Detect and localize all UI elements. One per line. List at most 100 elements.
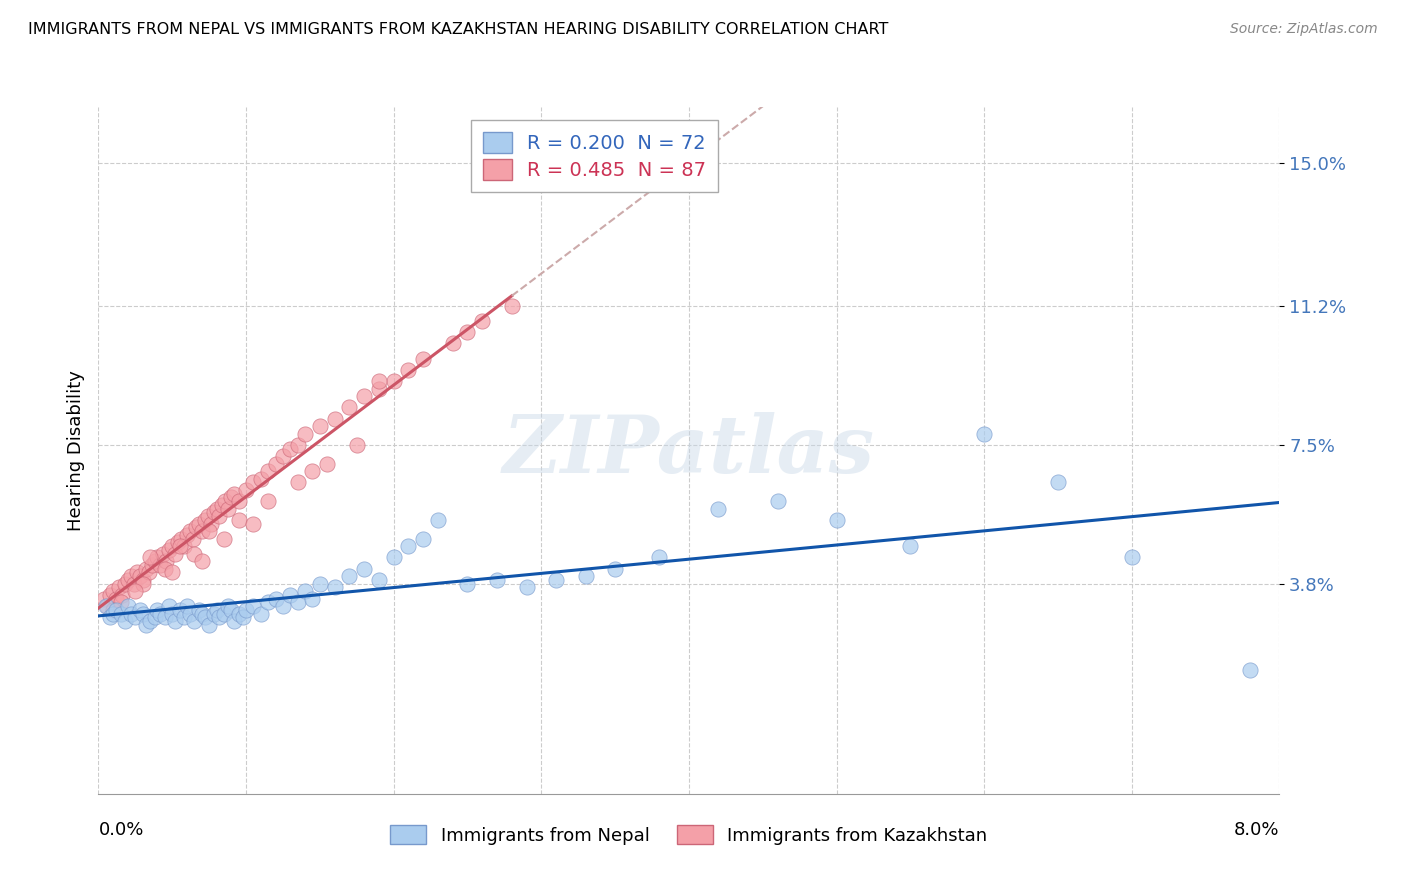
Point — [368, 374, 391, 388]
Point — [301, 591, 323, 606]
Point — [167, 535, 190, 549]
Point — [208, 509, 231, 524]
Point — [120, 569, 142, 583]
Point — [149, 558, 172, 572]
Point — [1121, 550, 1143, 565]
Point — [323, 581, 346, 595]
Point — [271, 599, 294, 614]
Point — [169, 539, 191, 553]
Point — [110, 607, 132, 621]
Point — [353, 389, 375, 403]
Point — [128, 569, 150, 583]
Point — [605, 562, 627, 576]
Point — [122, 576, 145, 591]
Point — [103, 584, 125, 599]
Point — [94, 599, 117, 614]
Point — [165, 547, 187, 561]
Point — [105, 591, 128, 606]
Point — [287, 438, 309, 452]
Point — [202, 607, 225, 621]
Point — [280, 442, 302, 456]
Point — [486, 573, 509, 587]
Point — [173, 610, 195, 624]
Point — [301, 464, 323, 478]
Point — [110, 595, 132, 609]
Point — [368, 382, 391, 396]
Point — [162, 566, 183, 580]
Point — [323, 411, 346, 425]
Point — [138, 566, 160, 580]
Point — [141, 558, 163, 572]
Point — [132, 607, 155, 621]
Point — [516, 581, 538, 595]
Point — [264, 591, 287, 606]
Point — [120, 607, 142, 621]
Point — [135, 562, 157, 576]
Point — [194, 513, 217, 527]
Point — [257, 595, 280, 609]
Point — [900, 539, 922, 553]
Point — [155, 554, 177, 568]
Point — [153, 610, 176, 624]
Point — [183, 614, 205, 628]
Point — [212, 532, 235, 546]
Point — [117, 573, 139, 587]
Point — [264, 457, 287, 471]
Point — [157, 543, 180, 558]
Point — [125, 566, 148, 580]
Point — [232, 610, 254, 624]
Point — [153, 562, 176, 576]
Point — [187, 603, 209, 617]
Point — [191, 524, 214, 538]
Point — [143, 610, 166, 624]
Point — [214, 494, 236, 508]
Point — [309, 419, 332, 434]
Point — [235, 483, 257, 497]
Point — [221, 491, 243, 505]
Point — [457, 576, 479, 591]
Point — [825, 513, 848, 527]
Point — [346, 438, 368, 452]
Point — [93, 591, 115, 606]
Point — [149, 607, 172, 621]
Point — [132, 573, 155, 587]
Point — [183, 547, 205, 561]
Point — [271, 449, 294, 463]
Point — [191, 607, 214, 621]
Point — [1239, 663, 1261, 677]
Point — [224, 486, 246, 500]
Point — [217, 599, 239, 614]
Point — [205, 603, 228, 617]
Point — [339, 401, 361, 415]
Point — [179, 524, 201, 538]
Point — [198, 524, 221, 538]
Point — [176, 599, 198, 614]
Point — [139, 550, 162, 565]
Point — [294, 426, 316, 441]
Point — [176, 528, 198, 542]
Point — [228, 513, 250, 527]
Point — [427, 513, 450, 527]
Point — [287, 475, 309, 490]
Point — [648, 550, 671, 565]
Point — [294, 584, 316, 599]
Point — [132, 576, 155, 591]
Point — [217, 501, 239, 516]
Point — [398, 539, 420, 553]
Point — [103, 607, 125, 621]
Point — [471, 314, 494, 328]
Point — [766, 494, 789, 508]
Point — [501, 299, 523, 313]
Point — [339, 569, 361, 583]
Point — [257, 494, 280, 508]
Point — [316, 457, 339, 471]
Point — [205, 501, 228, 516]
Text: ZIPatlas: ZIPatlas — [503, 412, 875, 489]
Point — [152, 547, 174, 561]
Point — [228, 607, 250, 621]
Point — [250, 607, 273, 621]
Y-axis label: Hearing Disability: Hearing Disability — [66, 370, 84, 531]
Point — [179, 607, 201, 621]
Point — [441, 336, 464, 351]
Point — [114, 614, 136, 628]
